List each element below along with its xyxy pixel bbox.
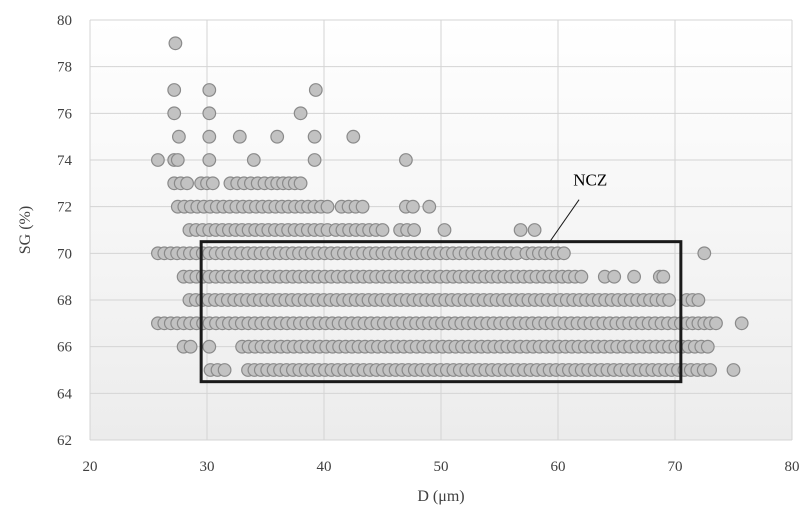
data-point bbox=[399, 153, 413, 167]
y-tick-label: 78 bbox=[57, 60, 72, 76]
data-point bbox=[232, 129, 247, 144]
y-tick-label: 80 bbox=[57, 13, 72, 29]
data-point bbox=[308, 83, 323, 97]
data-point bbox=[202, 153, 217, 167]
x-tick-labels: 20 30 40 50 60 70 80 bbox=[83, 459, 800, 475]
y-tick-label: 62 bbox=[57, 433, 72, 449]
data-point bbox=[217, 363, 232, 377]
data-point bbox=[406, 199, 420, 214]
data-point bbox=[307, 129, 322, 144]
data-point bbox=[709, 316, 723, 331]
ncz-zone-box bbox=[199, 240, 683, 384]
data-point bbox=[574, 269, 589, 284]
data-point bbox=[607, 269, 622, 284]
data-point bbox=[691, 293, 706, 307]
data-point bbox=[246, 153, 261, 167]
data-point bbox=[407, 223, 422, 237]
data-point bbox=[180, 176, 195, 191]
x-tick-label: 70 bbox=[668, 459, 683, 475]
data-point bbox=[202, 129, 217, 144]
data-point bbox=[167, 83, 182, 97]
data-point bbox=[293, 176, 308, 191]
data-point bbox=[346, 129, 361, 144]
data-point bbox=[167, 106, 182, 121]
x-tick-label: 30 bbox=[200, 459, 215, 475]
data-point bbox=[662, 293, 676, 307]
data-point bbox=[734, 316, 749, 331]
y-tick-labels: 62 64 66 68 70 72 74 76 78 80 bbox=[57, 13, 73, 449]
y-tick-label: 76 bbox=[57, 106, 73, 122]
ncz-leader-line bbox=[549, 199, 580, 242]
data-point bbox=[168, 36, 183, 51]
x-tick-label: 50 bbox=[434, 459, 449, 475]
data-point bbox=[697, 246, 712, 261]
data-point bbox=[375, 223, 390, 237]
data-point bbox=[527, 223, 542, 237]
ncz-label: NCZ bbox=[573, 171, 607, 190]
data-point bbox=[205, 176, 220, 191]
data-point bbox=[150, 153, 165, 167]
y-tick-label: 66 bbox=[57, 340, 73, 356]
data-point bbox=[726, 363, 741, 377]
data-point bbox=[183, 339, 198, 354]
data-point bbox=[355, 199, 370, 214]
data-point bbox=[437, 223, 452, 237]
y-tick-label: 68 bbox=[57, 293, 72, 309]
data-point bbox=[627, 269, 641, 284]
y-axis-title: SG (%) bbox=[17, 206, 34, 254]
data-point bbox=[171, 129, 186, 144]
data-point bbox=[270, 129, 285, 144]
data-point bbox=[513, 223, 528, 237]
y-tick-label: 72 bbox=[57, 200, 72, 216]
data-point bbox=[293, 106, 308, 121]
data-point bbox=[307, 153, 322, 167]
data-point bbox=[320, 199, 335, 214]
x-axis-title: D (μm) bbox=[417, 488, 464, 505]
data-point bbox=[202, 83, 217, 97]
data-point bbox=[202, 339, 217, 354]
x-tick-label: 80 bbox=[785, 459, 800, 475]
data-point bbox=[700, 339, 715, 354]
x-tick-label: 60 bbox=[551, 459, 566, 475]
data-point bbox=[656, 269, 671, 284]
data-point bbox=[202, 106, 217, 121]
data-point bbox=[557, 246, 571, 261]
data-point bbox=[422, 199, 437, 214]
y-tick-label: 74 bbox=[57, 153, 73, 169]
y-tick-label: 70 bbox=[57, 246, 72, 262]
data-point bbox=[703, 363, 717, 377]
x-tick-label: 40 bbox=[317, 459, 332, 475]
data-point bbox=[170, 153, 185, 167]
y-tick-label: 64 bbox=[57, 386, 73, 402]
data-points bbox=[150, 36, 749, 377]
x-tick-label: 20 bbox=[83, 459, 98, 475]
